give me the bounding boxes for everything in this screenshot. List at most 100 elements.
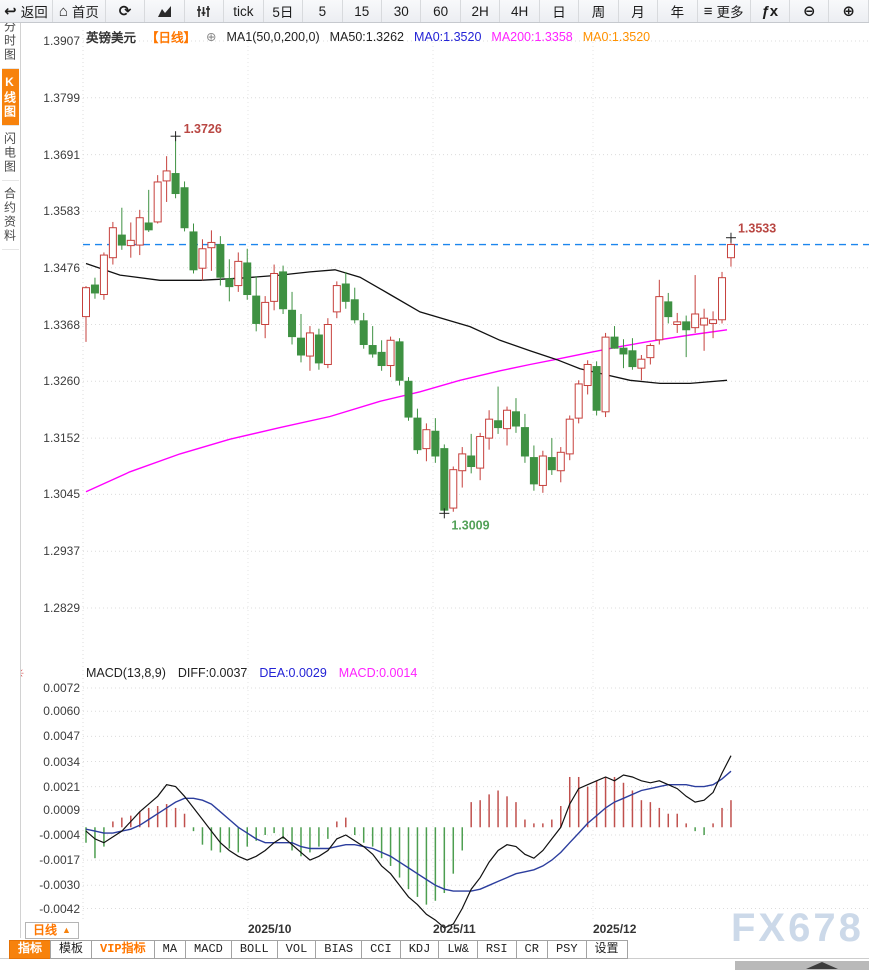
scroll-up-arrow-icon[interactable] bbox=[806, 962, 838, 969]
interval-5m-button[interactable]: 5 bbox=[303, 0, 343, 22]
high-annotation: 1.3726 bbox=[184, 122, 222, 136]
zoom-out-button[interactable]: ⊖ bbox=[790, 0, 830, 22]
tab-RSI[interactable]: RSI bbox=[476, 940, 517, 959]
period-label: 日线 bbox=[33, 923, 58, 937]
candle bbox=[82, 286, 90, 342]
macd-histogram bbox=[85, 776, 732, 905]
candlestick-chart-button[interactable] bbox=[185, 0, 225, 22]
interval-30m-button[interactable]: 30 bbox=[382, 0, 422, 22]
tab-CR[interactable]: CR bbox=[515, 940, 548, 959]
sidebar-item-contract-info[interactable]: 合约资料 bbox=[1, 181, 19, 250]
interval-5d-button[interactable]: 5日 bbox=[264, 0, 304, 22]
interval-2h-button[interactable]: 2H bbox=[461, 0, 501, 22]
candle bbox=[440, 444, 449, 514]
zoom-in-button[interactable]: ⊕ bbox=[829, 0, 869, 22]
home-button[interactable]: ⌂ 首页 bbox=[53, 0, 106, 22]
candle bbox=[547, 438, 556, 475]
home-icon: ⌂ bbox=[58, 2, 68, 20]
candle bbox=[637, 355, 646, 381]
fx-indicator-button[interactable]: ƒx bbox=[751, 0, 791, 22]
candle bbox=[395, 338, 404, 386]
candle bbox=[574, 380, 583, 424]
compare-icon: ⊕ bbox=[206, 30, 217, 44]
interval-tick-button[interactable]: tick bbox=[224, 0, 264, 22]
sidebar-item-lightning-chart[interactable]: 闪电图 bbox=[1, 126, 19, 181]
candle bbox=[305, 326, 314, 371]
area-chart-button[interactable] bbox=[145, 0, 185, 22]
horizontal-scrollbar[interactable] bbox=[735, 961, 869, 970]
candle bbox=[135, 209, 144, 256]
tab-KDJ[interactable]: KDJ bbox=[399, 940, 440, 959]
price-tick-label: 1.3907 bbox=[43, 34, 80, 48]
tab-PSY[interactable]: PSY bbox=[546, 940, 587, 959]
tab-MACD[interactable]: MACD bbox=[185, 940, 232, 959]
tab-LW&[interactable]: LW& bbox=[438, 940, 478, 959]
candle bbox=[108, 221, 117, 265]
interval-60m-button[interactable]: 60 bbox=[421, 0, 461, 22]
price-tick-label: 1.2829 bbox=[43, 601, 80, 615]
sidebar-item-time-chart[interactable]: 分时图 bbox=[1, 23, 19, 69]
candle bbox=[368, 326, 377, 358]
candle bbox=[153, 175, 162, 224]
gridlines bbox=[82, 30, 869, 920]
menu-icon: ≡ bbox=[703, 2, 713, 20]
ma0-blue-value: MA0:1.3520 bbox=[413, 29, 482, 44]
period-tag: 【日线】 bbox=[146, 31, 197, 45]
interval-week-button[interactable]: 周 bbox=[579, 0, 619, 22]
tab-BIAS[interactable]: BIAS bbox=[315, 940, 363, 959]
back-button[interactable]: ↩ 返回 bbox=[0, 0, 53, 22]
candle bbox=[207, 230, 216, 271]
candle bbox=[99, 252, 108, 300]
zoom-in-icon: ⊕ bbox=[842, 2, 855, 20]
tab-VOL[interactable]: VOL bbox=[276, 940, 317, 959]
tab-CCI[interactable]: CCI bbox=[361, 940, 401, 959]
more-button[interactable]: ≡ 更多 bbox=[698, 0, 751, 22]
interval-month-button[interactable]: 月 bbox=[619, 0, 659, 22]
ma0-orange-value: MA0:1.3520 bbox=[582, 29, 651, 44]
interval-tick-button-label: tick bbox=[233, 3, 254, 19]
interval-month-button-label: 月 bbox=[631, 5, 645, 20]
candle bbox=[296, 313, 305, 363]
candle bbox=[314, 328, 323, 370]
tab-MA[interactable]: MA bbox=[153, 940, 187, 959]
refresh-button[interactable]: ⟳ bbox=[106, 0, 146, 22]
interval-year-button[interactable]: 年 bbox=[658, 0, 698, 22]
candle bbox=[189, 223, 198, 274]
candle bbox=[520, 413, 529, 463]
candle bbox=[180, 181, 189, 232]
tab-模板[interactable]: 模板 bbox=[50, 940, 93, 959]
tab-BOLL[interactable]: BOLL bbox=[230, 940, 278, 959]
sidebar-item-kline-chart[interactable]: K线图 bbox=[1, 69, 19, 126]
macd-tick-label: 0.0021 bbox=[43, 779, 80, 794]
candle bbox=[422, 423, 431, 462]
macd-tick-label: 0.0047 bbox=[43, 729, 80, 744]
interval-15m-button[interactable]: 15 bbox=[343, 0, 383, 22]
candle bbox=[162, 156, 171, 202]
interval-day-button[interactable]: 日 bbox=[540, 0, 580, 22]
candle bbox=[494, 386, 503, 434]
interval-2h-button-label: 2H bbox=[471, 3, 489, 19]
candle bbox=[171, 136, 180, 199]
period-selector[interactable]: 日线 ▲ bbox=[25, 922, 79, 939]
candle bbox=[431, 418, 440, 463]
interval-week-button-label: 周 bbox=[591, 5, 606, 20]
candle bbox=[216, 236, 225, 286]
candle bbox=[144, 189, 153, 232]
diff-value: DIFF:0.0037 bbox=[177, 666, 248, 680]
candle bbox=[718, 271, 727, 324]
candle bbox=[529, 445, 538, 491]
candle bbox=[565, 415, 574, 461]
area-chart-icon bbox=[157, 5, 172, 18]
date-label: 2025/12 bbox=[593, 922, 637, 936]
last-price-annotation: 1.3533 bbox=[738, 222, 776, 236]
fx-icon: ƒx bbox=[761, 2, 779, 20]
tab-指标[interactable]: 指标 bbox=[9, 940, 52, 959]
tab-VIP指标[interactable]: VIP指标 bbox=[91, 940, 155, 959]
interval-60m-button-label: 60 bbox=[433, 3, 449, 19]
candle bbox=[270, 264, 279, 311]
extreme-marker bbox=[170, 131, 181, 142]
candle bbox=[592, 361, 601, 416]
tab-设置[interactable]: 设置 bbox=[585, 940, 628, 959]
interval-4h-button[interactable]: 4H bbox=[500, 0, 540, 22]
